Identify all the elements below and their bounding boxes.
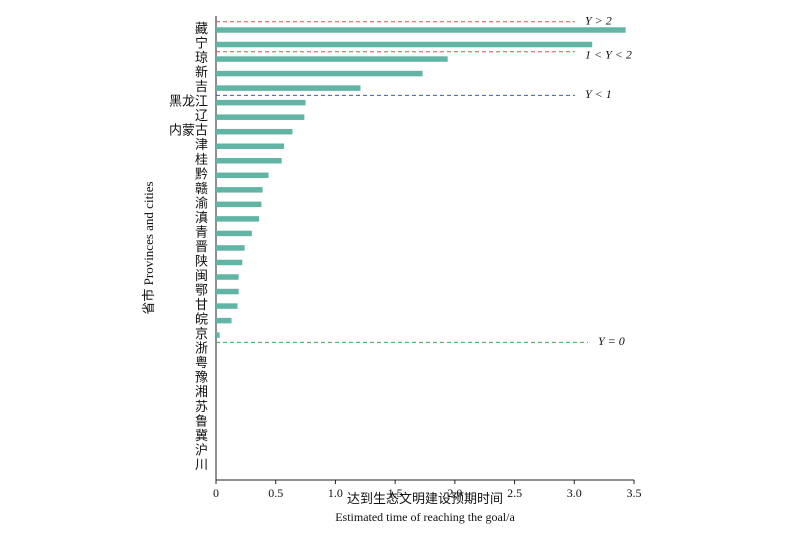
bar: [216, 85, 361, 91]
reference-label: Y > 2: [585, 13, 612, 27]
y-tick-label: 闽: [195, 268, 208, 283]
bar: [216, 114, 305, 120]
y-tick-label: 吉: [195, 79, 208, 94]
bar: [216, 99, 306, 106]
y-tick-label: 皖: [195, 312, 208, 327]
reference-label: Y < 1: [585, 87, 612, 101]
x-tick-label: 3.0: [567, 486, 582, 500]
y-tick-label: 滇: [195, 210, 208, 225]
y-tick-label: 沪: [195, 442, 208, 457]
y-tick-label: 青: [195, 224, 208, 239]
y-tick-label: 京: [195, 326, 208, 341]
x-tick-label: 2.0: [447, 486, 462, 500]
y-tick-label: 黔: [195, 166, 208, 181]
y-tick-label: 津: [195, 137, 208, 152]
y-tick-label: 琼: [195, 50, 208, 65]
y-tick-label: 新: [195, 65, 208, 80]
bar: [216, 201, 262, 208]
y-tick-label: 内蒙古: [169, 123, 208, 138]
bar: [216, 187, 263, 193]
bar: [216, 216, 259, 222]
bar: [216, 143, 285, 149]
y-tick-label: 川: [195, 457, 208, 472]
y-tick-label: 鲁: [195, 413, 208, 428]
y-tick-label: 苏: [195, 399, 208, 414]
reference-label: 1 < Y < 2: [585, 48, 632, 62]
y-tick-label: 宁: [195, 36, 208, 51]
x-axis-title: 达到生态文明建设预期时间: [347, 491, 503, 506]
y-tick-label: 甘: [195, 297, 208, 312]
bar: [216, 56, 448, 62]
y-tick-label: 藏: [195, 21, 208, 36]
y-tick-label: 赣: [195, 181, 208, 196]
x-tick-label: 1.5: [388, 486, 403, 500]
y-tick-label: 黑龙江: [169, 94, 208, 109]
x-tick-label: 1.0: [328, 486, 343, 500]
bar: [216, 274, 239, 280]
bar: [216, 230, 252, 237]
y-tick-label: 浙: [195, 341, 208, 356]
y-tick-label: 冀: [195, 428, 208, 443]
reference-label: Y = 0: [598, 334, 625, 348]
x-axis-title-en: Estimated time of reaching the goal/a: [335, 510, 515, 524]
bar: [216, 259, 243, 266]
y-tick-label: 豫: [195, 370, 208, 385]
bar: [216, 128, 293, 135]
y-axis-title: 省市 Provinces and cities: [141, 181, 156, 314]
y-tick-label: 湘: [195, 384, 208, 399]
bar: [216, 172, 269, 179]
y-tick-label: 粤: [195, 355, 208, 370]
bar: [216, 27, 626, 33]
y-tick-label: 陕: [195, 253, 208, 268]
bar: [216, 303, 238, 309]
bar: [216, 317, 232, 324]
y-tick-label: 鄂: [195, 283, 208, 298]
y-tick-label: 晋: [195, 239, 208, 254]
x-tick-label: 0: [213, 486, 219, 500]
bar: [216, 288, 239, 295]
bar: [216, 158, 282, 164]
y-tick-label: 辽: [195, 108, 208, 123]
bar: [216, 332, 220, 338]
x-tick-label: 2.5: [507, 486, 522, 500]
x-tick-label: 0.5: [268, 486, 283, 500]
bar: [216, 245, 245, 251]
y-tick-label: 渝: [195, 195, 208, 210]
bar: [216, 70, 423, 77]
y-tick-label: 桂: [195, 152, 208, 167]
bar: [216, 41, 593, 48]
x-tick-label: 3.5: [627, 486, 642, 500]
